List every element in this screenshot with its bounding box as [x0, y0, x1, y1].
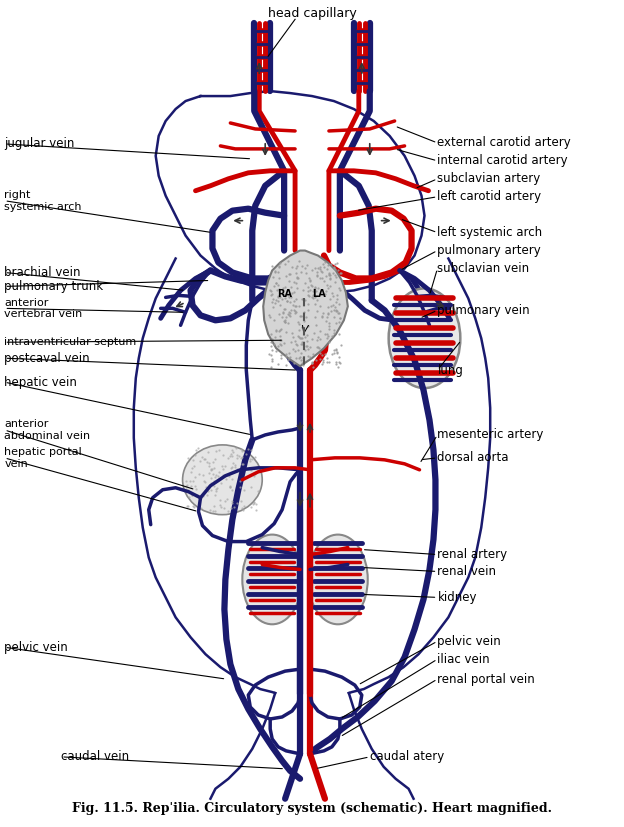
Text: iliac vein: iliac vein — [437, 653, 490, 666]
Text: hepatic portal
vein: hepatic portal vein — [4, 447, 82, 469]
Text: left systemic arch: left systemic arch — [437, 226, 542, 239]
Ellipse shape — [389, 289, 461, 388]
Text: pulmonary vein: pulmonary vein — [437, 304, 530, 317]
Text: renal vein: renal vein — [437, 565, 497, 578]
Text: hepatic vein: hepatic vein — [4, 375, 77, 389]
Text: subclavian vein: subclavian vein — [437, 262, 530, 275]
Text: jugular vein: jugular vein — [4, 137, 75, 151]
Text: left carotid artery: left carotid artery — [437, 190, 542, 203]
Text: caudal vein: caudal vein — [61, 750, 129, 763]
Text: pulmonary artery: pulmonary artery — [437, 244, 541, 257]
Text: caudal atery: caudal atery — [370, 750, 444, 763]
Text: pelvic vein: pelvic vein — [437, 635, 501, 648]
Text: RA: RA — [278, 289, 293, 299]
Text: anterior
abdominal vein: anterior abdominal vein — [4, 419, 90, 441]
Text: lung: lung — [437, 364, 463, 376]
Text: kidney: kidney — [437, 590, 477, 604]
Text: external carotid artery: external carotid artery — [437, 136, 571, 150]
Ellipse shape — [308, 534, 368, 624]
Text: postcaval vein: postcaval vein — [4, 351, 90, 365]
Text: Fig. 11.5. Repˈilia. Circulatory system (schematic). Heart magnified.: Fig. 11.5. Repˈilia. Circulatory system … — [72, 802, 552, 815]
Ellipse shape — [242, 534, 302, 624]
Text: intraventricular septum: intraventricular septum — [4, 337, 137, 347]
Text: mesenteric artery: mesenteric artery — [437, 428, 544, 442]
Ellipse shape — [183, 445, 262, 514]
Text: right
systemic arch: right systemic arch — [4, 190, 82, 212]
Text: brachial vein: brachial vein — [4, 266, 81, 279]
Text: anterior
vertebral vein: anterior vertebral vein — [4, 298, 82, 319]
Text: pelvic vein: pelvic vein — [4, 641, 68, 653]
Text: dorsal aorta: dorsal aorta — [437, 452, 509, 464]
Text: internal carotid artery: internal carotid artery — [437, 155, 568, 167]
Text: renal artery: renal artery — [437, 548, 507, 561]
Text: V: V — [300, 325, 308, 335]
Text: head capillary: head capillary — [268, 7, 356, 20]
Polygon shape — [263, 251, 348, 366]
Text: LA: LA — [312, 289, 326, 299]
Text: renal portal vein: renal portal vein — [437, 672, 535, 686]
Text: pulmonary trunk: pulmonary trunk — [4, 280, 104, 293]
Text: subclavian artery: subclavian artery — [437, 172, 540, 185]
